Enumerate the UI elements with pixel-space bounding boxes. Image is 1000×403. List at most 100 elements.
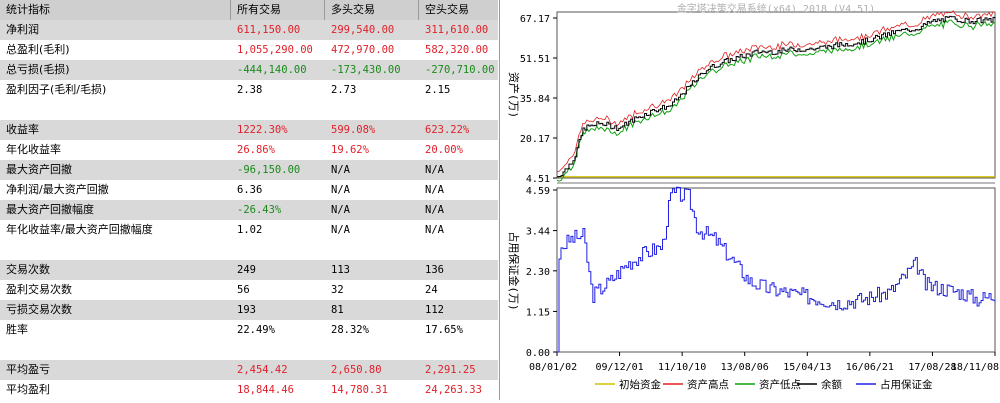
table-row: 年化收益率 26.86% 19.62% 20.00%: [0, 140, 498, 160]
value-cell: N/A: [331, 224, 350, 236]
y-tick-label: 0.00: [526, 348, 550, 359]
value-cell: N/A: [425, 224, 444, 236]
x-tick-label: 16/06/21: [846, 362, 894, 373]
x-tick-label: 18/11/08: [951, 362, 999, 373]
value-cell: 14,780.31: [331, 384, 388, 396]
table-row: 胜率 22.49% 28.32% 17.65%: [0, 320, 498, 340]
value-cell: 2.73: [331, 84, 357, 96]
row-label: 总亏损(毛损): [6, 63, 70, 76]
header-cell[interactable]: 空头交易: [425, 3, 469, 16]
row-label: 平均盈利: [6, 383, 50, 396]
value-cell: 136: [425, 264, 444, 276]
row-label: 盈利因子(毛利/毛损): [6, 83, 107, 96]
top-ylabel: 资产(万): [507, 72, 521, 118]
table-row: 收益率 1222.30% 599.08% 623.22%: [0, 120, 498, 140]
value-cell: 1.02: [237, 224, 263, 236]
series-balance: [557, 15, 996, 178]
statistics-table: 统计指标 所有交易 多头交易 空头交易 净利润 611,150.00 299,540.00 3…: [0, 0, 500, 400]
value-cell: 611,150.00: [237, 24, 301, 36]
value-cell: N/A: [331, 184, 350, 196]
table-row: 亏损交易次数 193 81 112: [0, 300, 498, 320]
value-cell: 20.00%: [425, 144, 463, 156]
y-tick-label: 2.30: [526, 267, 550, 278]
equity-chart: 金字塔决策交易系统(x64) 2018 (V4.51) 4.51 20.17 35.8…: [500, 0, 1000, 400]
value-cell: 2,291.25: [425, 364, 476, 376]
table-row: 盈利交易次数 56 32 24: [0, 280, 498, 300]
value-cell: 193: [237, 304, 256, 316]
value-cell: -26.43%: [237, 204, 282, 216]
row-label: 交易次数: [6, 263, 50, 276]
value-cell: 2,650.80: [331, 364, 382, 376]
row-label: 亏损交易次数: [6, 303, 72, 316]
value-cell: 311,610.00: [425, 24, 489, 36]
table-row: 年化收益率/最大资产回撤幅度 1.02 N/A N/A: [0, 220, 498, 240]
value-cell: 24,263.33: [425, 384, 482, 396]
value-cell: -270,710.00: [425, 64, 495, 76]
value-cell: 113: [331, 264, 350, 276]
y-tick-label: 20.17: [520, 134, 550, 145]
row-label: 盈利交易次数: [6, 283, 72, 296]
value-cell: 6.36: [237, 184, 263, 196]
table-row: 净利润 611,150.00 299,540.00 311,610.00: [0, 20, 498, 40]
value-cell: 599.08%: [331, 124, 376, 136]
x-tick-label: 13/08/06: [721, 362, 769, 373]
value-cell: 32: [331, 284, 344, 296]
table-row: 净利润/最大资产回撤 6.36 N/A N/A: [0, 180, 498, 200]
value-cell: 249: [237, 264, 256, 276]
table-row: 平均盈亏 2,454.42 2,650.80 2,291.25: [0, 360, 498, 380]
value-cell: 112: [425, 304, 444, 316]
value-cell: 2,454.42: [237, 364, 288, 376]
row-label: 胜率: [6, 323, 28, 336]
table-row: 交易次数 249 113 136: [0, 260, 498, 280]
legend-label: 余额: [821, 378, 842, 391]
row-label: 收益率: [6, 123, 39, 136]
table-row: 最大资产回撤 -96,150.00 N/A N/A: [0, 160, 498, 180]
y-tick-label: 4.59: [526, 186, 550, 197]
value-cell: N/A: [425, 184, 444, 196]
x-tick-label: 08/01/02: [529, 362, 577, 373]
table-row: 盈利因子(毛利/毛损) 2.38 2.73 2.15: [0, 80, 498, 100]
value-cell: 26.86%: [237, 144, 275, 156]
legend-label: 资产高点: [687, 378, 729, 391]
value-cell: 1,055,290.00: [237, 44, 313, 56]
y-tick-label: 67.17: [520, 14, 550, 25]
value-cell: 1222.30%: [237, 124, 288, 136]
header-cell[interactable]: 所有交易: [237, 3, 281, 16]
row-label: 最大资产回撤幅度: [6, 203, 94, 216]
table-row: 总盈利(毛利) 1,055,290.00 472,970.00 582,320.00: [0, 40, 498, 60]
value-cell: -173,430.00: [331, 64, 401, 76]
legend-label: 初始资金: [619, 378, 661, 391]
x-tick-label: 11/10/10: [658, 362, 706, 373]
header-cell[interactable]: 统计指标: [6, 3, 50, 16]
chart-title: 金字塔决策交易系统(x64) 2018 (V4.51): [677, 2, 875, 15]
y-tick-label: 4.51: [526, 174, 550, 185]
chart-svg: 金字塔决策交易系统(x64) 2018 (V4.51) 4.51 20.17 35.8…: [507, 2, 999, 391]
value-cell: 299,540.00: [331, 24, 395, 36]
table-row: 最大资产回撤幅度 -26.43% N/A N/A: [0, 200, 498, 220]
row-label: 年化收益率: [6, 143, 61, 156]
x-tick-label: 17/08/28: [908, 362, 956, 373]
value-cell: 472,970.00: [331, 44, 395, 56]
y-tick-label: 35.84: [520, 94, 550, 105]
y-tick-label: 51.51: [520, 54, 550, 65]
value-cell: N/A: [425, 204, 444, 216]
value-cell: 19.62%: [331, 144, 369, 156]
x-tick-label: 15/04/13: [783, 362, 831, 373]
table-row: 总亏损(毛损) -444,140.00 -173,430.00 -270,710.00: [0, 60, 498, 80]
row-label: 平均盈亏: [6, 363, 50, 376]
row-label: 总盈利(毛利): [6, 43, 70, 56]
x-tick-label: 09/12/01: [595, 362, 643, 373]
y-tick-label: 1.15: [526, 307, 550, 318]
bottom-panel-frame: [556, 187, 996, 353]
row-label: 净利润/最大资产回撤: [6, 183, 109, 196]
value-cell: N/A: [425, 164, 444, 176]
value-cell: -96,150.00: [237, 164, 301, 176]
value-cell: 17.65%: [425, 324, 463, 336]
legend-label: 占用保证金: [880, 378, 933, 391]
top-panel-frame: [556, 11, 996, 179]
row-label: 年化收益率/最大资产回撤幅度: [6, 223, 153, 236]
header-cell[interactable]: 多头交易: [331, 3, 375, 16]
value-cell: N/A: [331, 164, 350, 176]
value-cell: -444,140.00: [237, 64, 307, 76]
value-cell: 623.22%: [425, 124, 470, 136]
